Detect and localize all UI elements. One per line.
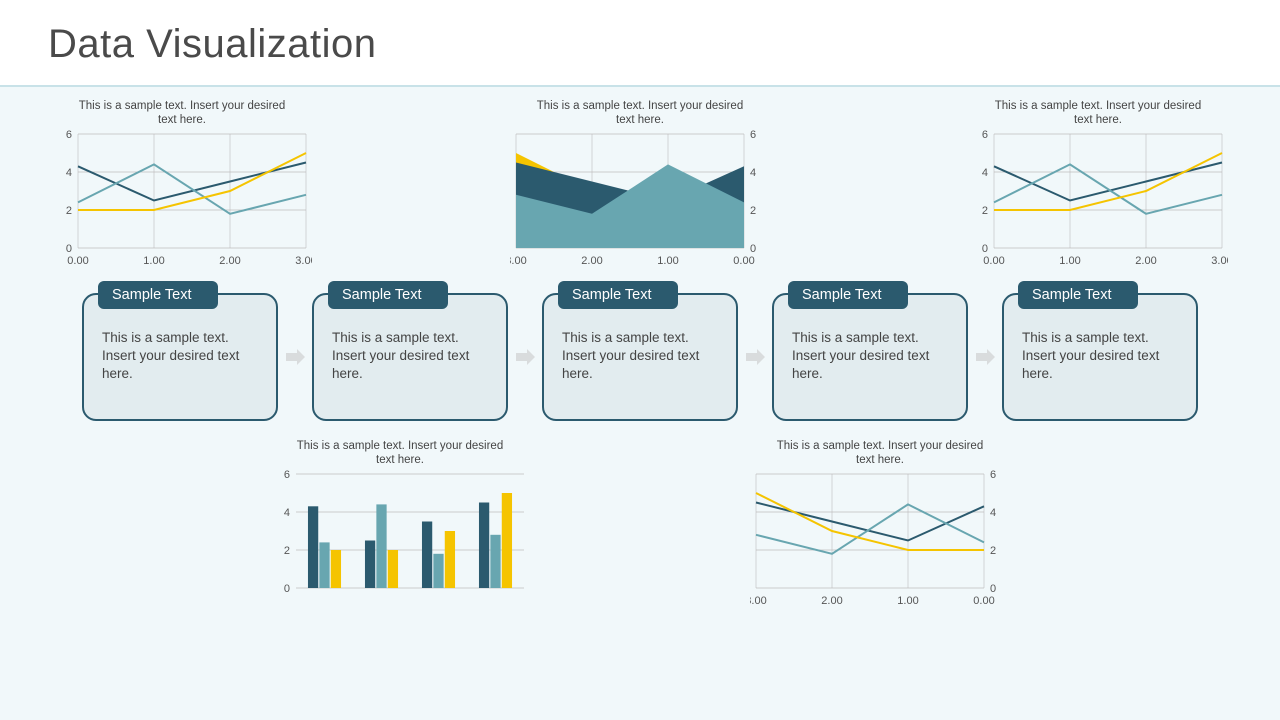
card-body: This is a sample text. Insert your desir…: [1002, 293, 1198, 421]
svg-text:6: 6: [284, 470, 290, 481]
svg-text:2: 2: [284, 545, 290, 557]
bar-chart: This is a sample text. Insert your desir…: [270, 439, 530, 615]
arrow-icon: [972, 344, 998, 370]
page-title: Data Visualization: [48, 22, 1232, 67]
svg-text:3.00: 3.00: [510, 255, 527, 267]
svg-text:2.00: 2.00: [821, 595, 842, 607]
line-chart-bottom: This is a sample text. Insert your desir…: [750, 439, 1010, 615]
process-card: Sample Text This is a sample text. Inser…: [542, 293, 738, 421]
card-body: This is a sample text. Insert your desir…: [542, 293, 738, 421]
svg-text:2.00: 2.00: [219, 255, 240, 267]
chart-title: This is a sample text. Insert your desir…: [270, 439, 530, 468]
svg-text:4: 4: [750, 167, 756, 179]
process-card: Sample Text This is a sample text. Inser…: [1002, 293, 1198, 421]
svg-text:1.00: 1.00: [657, 255, 678, 267]
arrow-icon: [742, 344, 768, 370]
svg-text:2: 2: [990, 545, 996, 557]
title-bar: Data Visualization: [0, 0, 1280, 87]
chart-title: This is a sample text. Insert your desir…: [52, 99, 312, 128]
svg-text:0.00: 0.00: [973, 595, 994, 607]
svg-text:3.00: 3.00: [750, 595, 767, 607]
card-head: Sample Text: [328, 281, 448, 309]
svg-text:2: 2: [66, 205, 72, 217]
bottom-chart-row: This is a sample text. Insert your desir…: [0, 421, 1280, 615]
line-chart-svg: 0 2 4 6 0.00 1.00 2.00 3.00: [968, 130, 1228, 270]
svg-text:0: 0: [284, 583, 290, 595]
svg-text:0: 0: [982, 243, 988, 255]
svg-text:6: 6: [982, 130, 988, 141]
card-body: This is a sample text. Insert your desir…: [312, 293, 508, 421]
card-head: Sample Text: [558, 281, 678, 309]
svg-text:0: 0: [990, 583, 996, 595]
svg-text:6: 6: [750, 130, 756, 141]
line-chart-right: This is a sample text. Insert your desir…: [968, 99, 1228, 275]
svg-text:0: 0: [66, 243, 72, 255]
svg-text:1.00: 1.00: [143, 255, 164, 267]
card-row: Sample Text This is a sample text. Inser…: [0, 275, 1280, 421]
svg-text:4: 4: [990, 507, 996, 519]
bar-chart-svg: 0 2 4 6: [270, 470, 530, 610]
svg-text:3.00: 3.00: [1211, 255, 1228, 267]
arrow-icon: [512, 344, 538, 370]
arrow-icon: [282, 344, 308, 370]
svg-text:6: 6: [990, 470, 996, 481]
line-chart-left: This is a sample text. Insert your desir…: [52, 99, 312, 275]
process-card: Sample Text This is a sample text. Inser…: [82, 293, 278, 421]
svg-text:2.00: 2.00: [1135, 255, 1156, 267]
svg-text:4: 4: [284, 507, 290, 519]
line-chart-svg: 0 2 4 6 0.00 1.00 2.00 3.00: [52, 130, 312, 270]
card-head: Sample Text: [788, 281, 908, 309]
process-card: Sample Text This is a sample text. Inser…: [772, 293, 968, 421]
chart-title: This is a sample text. Insert your desir…: [968, 99, 1228, 128]
svg-text:2.00: 2.00: [581, 255, 602, 267]
svg-text:1.00: 1.00: [1059, 255, 1080, 267]
svg-text:2: 2: [750, 205, 756, 217]
top-chart-row: This is a sample text. Insert your desir…: [0, 87, 1280, 275]
svg-text:0.00: 0.00: [983, 255, 1004, 267]
svg-text:0.00: 0.00: [67, 255, 88, 267]
svg-text:0: 0: [750, 243, 756, 255]
svg-text:6: 6: [66, 130, 72, 141]
line-chart-svg: 0 2 4 6 3.00 2.00 1.00 0.00: [750, 470, 1010, 610]
svg-text:3.00: 3.00: [295, 255, 312, 267]
chart-title: This is a sample text. Insert your desir…: [510, 99, 770, 128]
svg-text:0.00: 0.00: [733, 255, 754, 267]
svg-text:4: 4: [982, 167, 988, 179]
area-chart-center: This is a sample text. Insert your desir…: [510, 99, 770, 275]
card-body: This is a sample text. Insert your desir…: [772, 293, 968, 421]
chart-title: This is a sample text. Insert your desir…: [750, 439, 1010, 468]
svg-text:4: 4: [66, 167, 72, 179]
card-body: This is a sample text. Insert your desir…: [82, 293, 278, 421]
process-card: Sample Text This is a sample text. Inser…: [312, 293, 508, 421]
card-head: Sample Text: [98, 281, 218, 309]
svg-text:1.00: 1.00: [897, 595, 918, 607]
card-head: Sample Text: [1018, 281, 1138, 309]
svg-text:2: 2: [982, 205, 988, 217]
area-chart-svg: 0 2 4 6 3.00 2.00 1.00 0.00: [510, 130, 770, 270]
